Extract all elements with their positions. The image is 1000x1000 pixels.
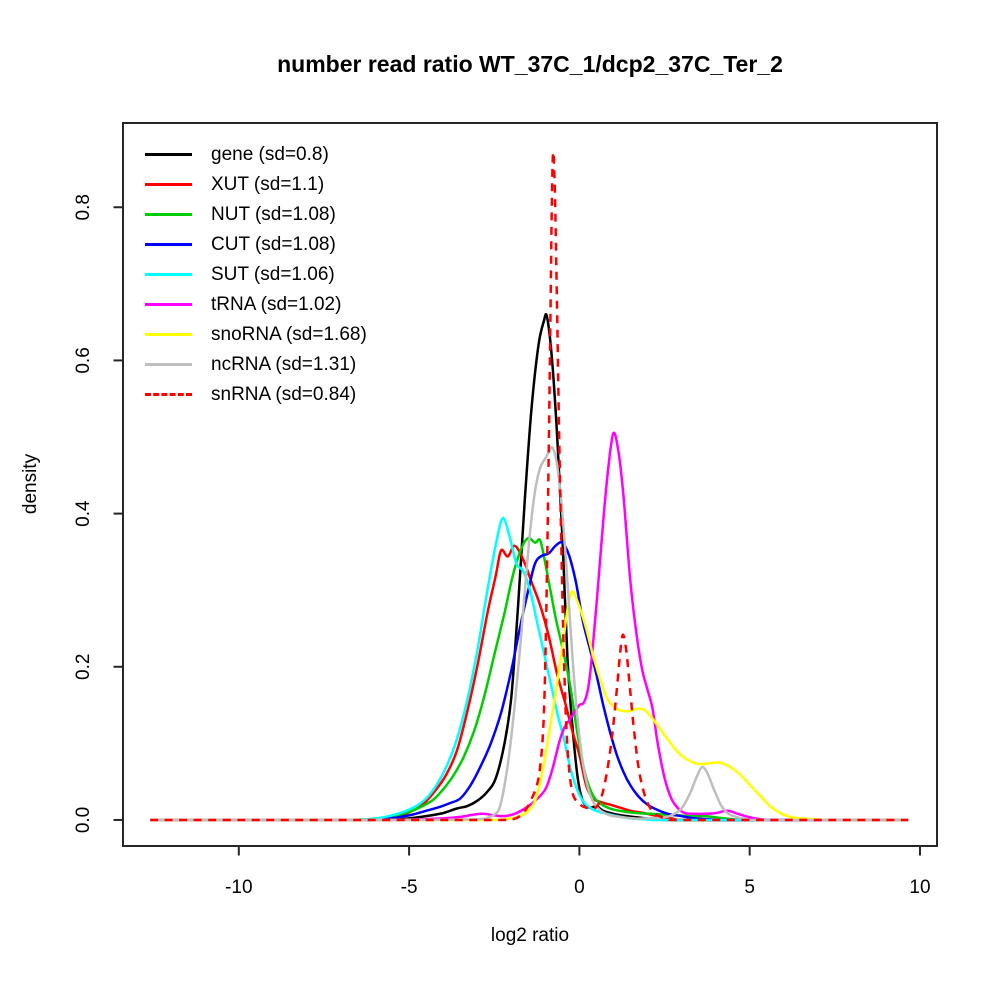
y-tick-label: 0.4 <box>73 500 94 527</box>
curve-ncRNA <box>150 445 909 822</box>
legend-row-ncRNA: ncRNA (sd=1.31) <box>145 349 367 379</box>
y-tick-label: 0.6 <box>73 347 94 373</box>
x-tick-label: 0 <box>574 877 585 898</box>
x-axis: -10 -5 0 5 10 <box>225 846 931 898</box>
curve-SUT <box>150 516 909 822</box>
legend-row-tRNA: tRNA (sd=1.02) <box>145 289 367 319</box>
legend-row-NUT: NUT (sd=1.08) <box>145 199 367 229</box>
curve-snRNA <box>150 150 909 822</box>
legend-line-sample-XUT <box>145 182 192 186</box>
curve-gene <box>150 313 909 822</box>
legend-label-CUT: CUT (sd=1.08) <box>211 233 336 255</box>
legend-line-sample-snRNA <box>145 392 192 396</box>
plot-frame <box>122 122 938 847</box>
legend-row-CUT: CUT (sd=1.08) <box>145 229 367 259</box>
legend-label-snRNA: snRNA (sd=0.84) <box>211 383 357 405</box>
legend-row-XUT: XUT (sd=1.1) <box>145 169 367 199</box>
legend-row-SUT: SUT (sd=1.06) <box>145 259 367 289</box>
x-axis-label: log2 ratio <box>491 925 569 946</box>
legend-label-NUT: NUT (sd=1.08) <box>211 203 336 225</box>
x-tick-label: 5 <box>744 877 755 898</box>
x-tick-label: -5 <box>401 877 418 898</box>
y-tick-label: 0.2 <box>73 654 94 680</box>
legend-line-sample-ncRNA <box>145 362 192 366</box>
y-axis: 0.0 0.2 0.4 0.6 0.8 <box>73 194 123 833</box>
legend-label-snoRNA: snoRNA (sd=1.68) <box>211 323 367 345</box>
legend-line-sample-SUT <box>145 272 192 276</box>
y-tick-label: 0.0 <box>73 807 94 833</box>
curve-NUT <box>150 536 909 822</box>
x-tick-label: -10 <box>225 877 252 898</box>
legend-line-sample-gene <box>145 152 192 156</box>
legend-line-sample-snoRNA <box>145 332 192 336</box>
curves-layer <box>150 150 909 822</box>
legend-label-SUT: SUT (sd=1.06) <box>211 263 335 285</box>
curve-tRNA <box>150 431 909 822</box>
legend-line-sample-CUT <box>145 242 192 246</box>
x-tick-label: 10 <box>909 877 930 898</box>
curve-snoRNA <box>150 590 909 822</box>
legend-label-ncRNA: ncRNA (sd=1.31) <box>211 353 357 375</box>
legend-line-sample-tRNA <box>145 302 192 306</box>
y-tick-label: 0.8 <box>73 194 94 220</box>
legend-row-gene: gene (sd=0.8) <box>145 139 367 169</box>
legend-label-gene: gene (sd=0.8) <box>211 143 329 165</box>
legend-line-sample-NUT <box>145 212 192 216</box>
legend-label-tRNA: tRNA (sd=1.02) <box>211 293 342 315</box>
curve-CUT <box>150 540 909 822</box>
y-axis-label: density <box>20 453 41 514</box>
chart-title: number read ratio WT_37C_1/dcp2_37C_Ter_… <box>277 51 783 77</box>
legend-label-XUT: XUT (sd=1.1) <box>211 173 325 195</box>
legend-row-snRNA: snRNA (sd=0.84) <box>145 379 367 409</box>
legend: gene (sd=0.8) XUT (sd=1.1) NUT (sd=1.08) CU… <box>145 139 367 409</box>
legend-row-snoRNA: snoRNA (sd=1.68) <box>145 319 367 349</box>
